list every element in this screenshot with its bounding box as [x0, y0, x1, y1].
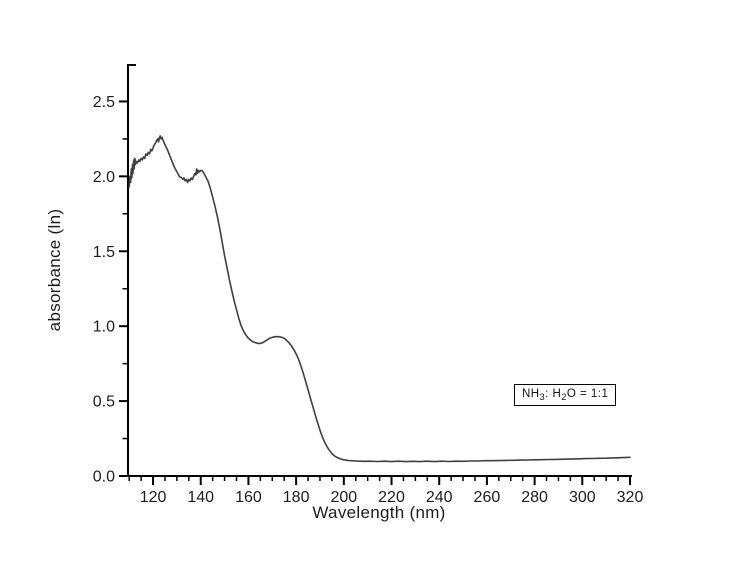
- x-tick-label: 180: [283, 489, 310, 506]
- spectrum-curve: [128, 135, 631, 463]
- y-tick-label: 1.0: [93, 319, 115, 336]
- legend-text: NH: [522, 388, 540, 400]
- legend-label: NH3: H2O = 1:1: [522, 388, 609, 402]
- x-tick-label: 140: [187, 489, 214, 506]
- x-axis-title: Wavelength (nm): [312, 503, 446, 522]
- y-tick-label: 1.5: [93, 244, 115, 261]
- legend-text: O = 1:1: [566, 388, 609, 400]
- x-tick-label: 280: [521, 489, 548, 506]
- y-axis-title: absorbance (ln): [45, 208, 64, 332]
- x-tick-label: 240: [426, 489, 453, 506]
- x-tick-label: 160: [235, 489, 262, 506]
- y-tick-label: 0.0: [93, 469, 115, 486]
- x-tick-label: 120: [140, 489, 167, 506]
- x-tick-label: 200: [330, 489, 357, 506]
- y-tick-label: 2.5: [93, 94, 115, 111]
- y-tick-label: 2.0: [93, 169, 115, 186]
- legend-box: NH3: H2O = 1:1: [514, 384, 617, 406]
- x-tick-label: 260: [474, 489, 501, 506]
- legend-subscript: 2: [561, 392, 567, 402]
- legend-text: : H: [545, 388, 562, 400]
- x-tick-label: 320: [617, 489, 644, 506]
- x-tick-label: 300: [569, 489, 596, 506]
- legend-subscript: 3: [539, 392, 546, 402]
- x-tick-label: 220: [378, 489, 405, 506]
- y-tick-label: 0.5: [93, 394, 115, 411]
